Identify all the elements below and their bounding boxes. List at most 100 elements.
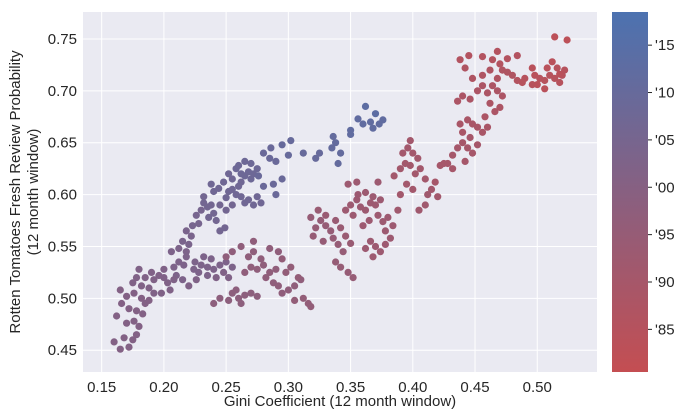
x-axis-ticks: 0.15 0.20 0.25 0.30 0.35 0.40 0.45 0.50 (87, 379, 552, 396)
x-tick-label: 0.20 (149, 379, 178, 396)
data-point (125, 343, 133, 351)
data-point (344, 180, 352, 188)
data-point (379, 218, 387, 226)
data-point (461, 157, 469, 165)
data-point (361, 244, 370, 253)
data-point (272, 265, 280, 273)
data-point (329, 234, 337, 242)
data-point (274, 282, 282, 290)
data-points (110, 33, 571, 353)
data-point (556, 78, 564, 87)
data-point (386, 234, 394, 242)
data-point (192, 211, 200, 219)
colorbar-tick-label: '90 (655, 274, 675, 291)
data-point (235, 161, 243, 170)
data-point (541, 76, 549, 85)
data-point (478, 71, 487, 79)
data-point (137, 282, 146, 290)
data-point (508, 71, 516, 79)
data-point (228, 175, 236, 183)
data-point (533, 81, 541, 89)
data-point (241, 268, 249, 276)
data-point (551, 33, 559, 41)
data-point (332, 258, 340, 266)
data-point (369, 124, 377, 132)
data-point (241, 157, 249, 165)
data-point (222, 194, 230, 202)
data-point (493, 47, 501, 56)
data-point (322, 222, 330, 230)
data-point (266, 268, 274, 276)
x-axis-label: Gini Coefficient (12 month window) (224, 393, 456, 410)
data-point (483, 89, 492, 97)
data-point (278, 175, 286, 183)
data-point (415, 206, 423, 214)
data-point (528, 64, 536, 72)
data-point (503, 55, 511, 63)
data-point (449, 165, 457, 173)
data-point (216, 201, 224, 209)
data-point (354, 191, 362, 199)
data-point (164, 279, 172, 287)
data-point (466, 133, 474, 142)
data-point (259, 149, 268, 157)
data-point (182, 253, 190, 261)
y-axis-label: Rotten Tomatoes Fresh Review Probability… (7, 50, 42, 334)
data-point (374, 178, 382, 186)
data-point (116, 286, 124, 294)
data-point (381, 227, 389, 235)
data-point (337, 263, 345, 271)
data-point (411, 170, 419, 178)
data-point (221, 224, 229, 232)
data-point (478, 53, 487, 61)
data-point (328, 144, 336, 152)
data-point (409, 185, 417, 193)
data-point (210, 265, 218, 273)
data-point (344, 268, 352, 276)
data-point (454, 144, 462, 152)
data-point (319, 237, 327, 245)
data-point (366, 118, 375, 126)
data-point (361, 102, 370, 110)
data-point (135, 265, 143, 273)
data-point (150, 276, 158, 284)
data-point (551, 74, 559, 82)
data-point (299, 149, 307, 157)
data-point (145, 296, 153, 304)
x-tick-label: 0.25 (212, 379, 241, 396)
data-point (353, 178, 361, 186)
data-point (473, 141, 482, 149)
data-point (274, 248, 282, 256)
data-point (247, 289, 255, 297)
data-point (120, 334, 128, 342)
data-point (241, 291, 249, 299)
data-point (157, 289, 165, 297)
data-point (424, 191, 432, 199)
data-point (237, 178, 245, 186)
data-point (272, 191, 280, 199)
data-point (225, 170, 233, 178)
data-point (332, 139, 340, 147)
data-point (389, 222, 397, 230)
data-point (354, 115, 362, 123)
data-point (414, 154, 422, 162)
data-point (478, 82, 487, 90)
colorbar-tick-label: '85 (655, 321, 675, 338)
data-point (207, 255, 215, 263)
x-tick-label: 0.30 (274, 379, 303, 396)
data-point (249, 201, 258, 209)
data-point (278, 141, 286, 149)
data-point (216, 294, 224, 302)
data-point (253, 193, 261, 201)
data-point (253, 265, 261, 273)
data-point (267, 144, 275, 152)
data-point (266, 244, 274, 253)
data-point (294, 274, 302, 282)
data-point (312, 224, 320, 232)
data-point (130, 289, 138, 297)
data-point (543, 64, 551, 72)
data-point (541, 85, 549, 93)
data-point (130, 317, 138, 325)
data-point (473, 123, 482, 131)
